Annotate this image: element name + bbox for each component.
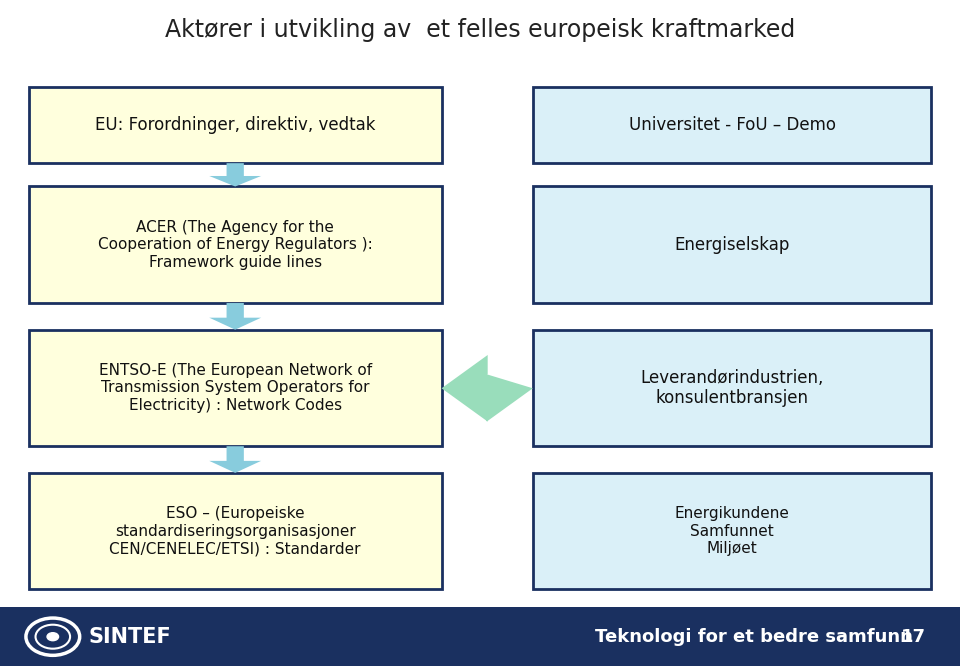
Circle shape bbox=[47, 633, 59, 641]
Text: Energiselskap: Energiselskap bbox=[674, 236, 790, 254]
Text: ENTSO-E (The European Network of
Transmission System Operators for
Electricity) : ENTSO-E (The European Network of Transmi… bbox=[99, 363, 372, 413]
Text: Teknologi for et bedre samfunn: Teknologi for et bedre samfunn bbox=[595, 627, 913, 646]
Text: EU: Forordninger, direktiv, vedtak: EU: Forordninger, direktiv, vedtak bbox=[95, 116, 375, 134]
Text: 17: 17 bbox=[901, 627, 926, 646]
FancyBboxPatch shape bbox=[29, 186, 442, 303]
FancyBboxPatch shape bbox=[533, 87, 931, 163]
Text: Energikundene
Samfunnet
Miljøet: Energikundene Samfunnet Miljøet bbox=[675, 506, 789, 556]
Text: Aktører i utvikling av  et felles europeisk kraftmarked: Aktører i utvikling av et felles europei… bbox=[165, 18, 795, 42]
FancyBboxPatch shape bbox=[29, 87, 442, 163]
FancyBboxPatch shape bbox=[533, 186, 931, 303]
Polygon shape bbox=[209, 446, 261, 473]
Text: ACER (The Agency for the
Cooperation of Energy Regulators ):
Framework guide lin: ACER (The Agency for the Cooperation of … bbox=[98, 220, 372, 270]
Polygon shape bbox=[209, 163, 261, 186]
Polygon shape bbox=[442, 355, 533, 422]
Text: SINTEF: SINTEF bbox=[88, 627, 171, 647]
Text: Universitet - FoU – Demo: Universitet - FoU – Demo bbox=[629, 116, 835, 134]
FancyBboxPatch shape bbox=[0, 607, 960, 666]
Text: ESO – (Europeiske
standardiseringsorganisasjoner
CEN/CENELEC/ETSI) : Standarder: ESO – (Europeiske standardiseringsorgani… bbox=[109, 506, 361, 556]
FancyBboxPatch shape bbox=[29, 330, 442, 446]
Polygon shape bbox=[209, 303, 261, 330]
FancyBboxPatch shape bbox=[533, 330, 931, 446]
FancyBboxPatch shape bbox=[533, 473, 931, 589]
FancyBboxPatch shape bbox=[29, 473, 442, 589]
Text: Leverandørindustrien,
konsulentbransjen: Leverandørindustrien, konsulentbransjen bbox=[640, 368, 824, 408]
